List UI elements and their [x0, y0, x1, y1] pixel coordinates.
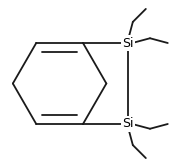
Text: Si: Si [122, 118, 134, 130]
Text: Si: Si [122, 37, 134, 49]
